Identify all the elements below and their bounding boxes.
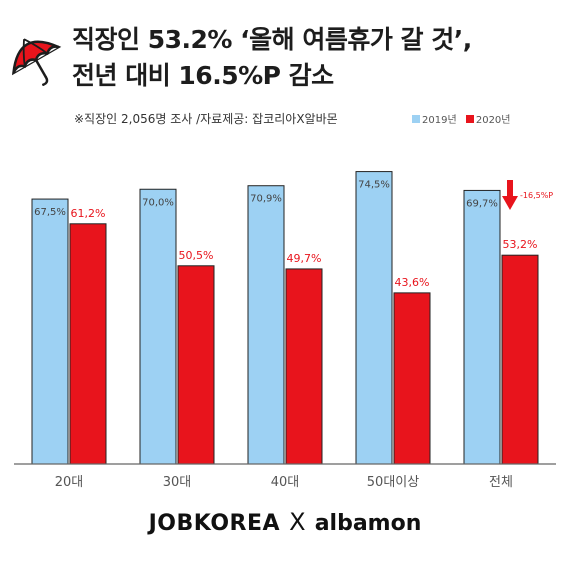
legend-swatch-2020 — [465, 114, 474, 123]
legend-label-2019: 2019년 — [422, 115, 457, 126]
decrease-arrow-icon — [502, 180, 518, 210]
bar-2019-1 — [139, 188, 177, 465]
data-label-2019-1: 70,0% — [142, 197, 174, 208]
data-label-2020-1: 50,5% — [179, 249, 214, 262]
chart-title-line2: 전년 대비 16.5%P 감소 — [72, 61, 334, 90]
x-tick-label-0: 20대 — [55, 475, 84, 490]
logo-separator: X — [289, 508, 306, 536]
jobkorea-logo: JOBKOREA — [148, 511, 281, 536]
chart-subtitle: ※직장인 2,056명 조사 /자료제공: 잡코리아X알바몬 — [74, 112, 338, 126]
bar-2020-4 — [501, 254, 539, 465]
data-label-2020-4: 53,2% — [503, 238, 538, 251]
legend-item-2020: 2020년 — [465, 111, 511, 126]
legend-item-2019: 2019년 — [412, 111, 457, 126]
x-tick-label-3: 50대이상 — [367, 475, 419, 490]
data-label-2019-4: 69,7% — [466, 198, 498, 209]
albamon-logo: albamon — [314, 511, 422, 536]
bar-2020-3 — [393, 292, 431, 465]
legend-label-2020: 2020년 — [475, 115, 511, 126]
data-label-2020-2: 49,7% — [287, 252, 322, 265]
annotation-text: -16,5%P — [520, 191, 553, 200]
umbrella-icon — [11, 38, 62, 86]
x-tick-label-4: 전체 — [489, 475, 513, 490]
bar-2019-3 — [355, 171, 393, 465]
footer-logos: JOBKOREA X albamon — [0, 508, 570, 536]
data-label-2019-2: 70,9% — [250, 194, 282, 205]
x-tick-label-2: 40대 — [271, 475, 300, 490]
data-label-2019-3: 74,5% — [358, 180, 390, 191]
bar-2019-0 — [31, 198, 69, 465]
bar-2019-4 — [463, 189, 501, 465]
bar-2019-2 — [247, 185, 285, 465]
chart-header: 직장인 53.2% ‘올해 여름휴가 갈 것’, 전년 대비 16.5%P 감소… — [0, 0, 570, 140]
chart-title: 직장인 53.2% ‘올해 여름휴가 갈 것’, 전년 대비 16.5%P 감소 — [72, 22, 472, 94]
x-tick-label-1: 30대 — [163, 475, 192, 490]
chart-title-line1: 직장인 53.2% ‘올해 여름휴가 갈 것’, — [72, 25, 472, 54]
data-label-2020-0: 61,2% — [71, 207, 106, 220]
legend-swatch-2019 — [412, 114, 420, 123]
data-label-2020-3: 43,6% — [395, 276, 430, 289]
bar-2020-0 — [69, 223, 107, 465]
data-label-2019-0: 67,5% — [34, 207, 66, 218]
bar-2020-2 — [285, 268, 323, 465]
bar-2020-1 — [177, 265, 215, 465]
chart-legend: 2019년 2020년 — [412, 111, 517, 126]
